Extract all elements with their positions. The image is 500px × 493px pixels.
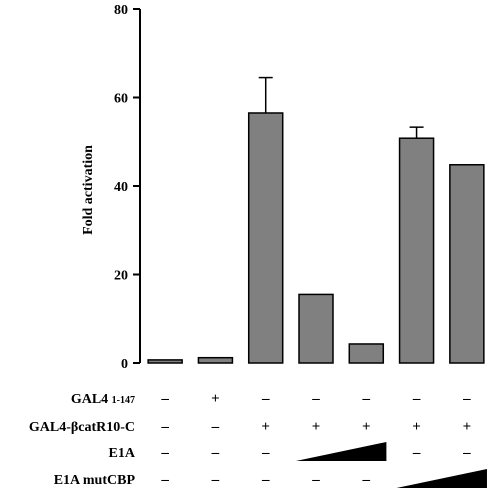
bar-2 [197, 356, 234, 364]
row-1-sign-7: – [462, 391, 471, 407]
row-label-3: E1A [109, 446, 136, 461]
dose-ramp-3 [295, 442, 387, 461]
bar-1 [147, 359, 183, 364]
row-4-sign-2: – [211, 472, 220, 488]
bar-6 [398, 137, 435, 364]
row-2-sign-7: + [463, 419, 472, 435]
y-tick-label: 40 [114, 180, 128, 195]
row-2-sign-6: + [412, 419, 421, 435]
error-bar-3 [258, 76, 273, 113]
bars [147, 112, 485, 364]
bar-5 [348, 343, 385, 364]
row-2-sign-5: + [362, 419, 371, 435]
row-1-sign-1: – [160, 391, 169, 407]
row-2-sign-3: + [261, 419, 270, 435]
row-4-sign-5: – [362, 472, 371, 488]
row-3-sign-3: – [261, 445, 270, 461]
y-tick-label: 60 [114, 92, 128, 107]
row-4-sign-3: – [261, 472, 270, 488]
dose-ramp-4 [396, 469, 487, 488]
error-bar-6 [409, 126, 424, 139]
row-1-sign-5: – [362, 391, 371, 407]
row-3-sign-7: – [462, 445, 471, 461]
row-4-sign-1: – [160, 472, 169, 488]
y-tick-label: 80 [114, 3, 128, 18]
condition-table: GAL4 1-147 – + – – – – – GAL4-βcatR10-C – – + + + + + E1… [29, 391, 487, 488]
row-2-sign-1: – [160, 419, 169, 435]
row-label-1: GAL4 1-147 [71, 392, 135, 407]
row-4-sign-4: – [311, 472, 320, 488]
y-axis-label: Fold activation [81, 145, 96, 235]
bar-3 [247, 112, 284, 364]
bar-4 [298, 293, 334, 364]
row-label-2: GAL4-βcatR10-C [29, 420, 135, 435]
y-tick-label: 0 [121, 357, 128, 372]
y-axis: 0 20 40 60 80 [114, 3, 141, 372]
row-2-sign-4: + [312, 419, 321, 435]
row-1-sign-2: + [211, 391, 220, 407]
row-1-sign-6: – [412, 391, 421, 407]
y-tick-label: 20 [114, 269, 128, 284]
bar-7 [449, 164, 485, 364]
error-bars [258, 76, 424, 139]
row-1-sign-3: – [261, 391, 270, 407]
row-label-4: E1A mutCBP [54, 473, 136, 488]
row-2-sign-2: – [211, 419, 220, 435]
row-3-sign-2: – [211, 445, 220, 461]
row-3-sign-1: – [160, 445, 169, 461]
row-3-sign-6: – [412, 445, 421, 461]
row-1-sign-4: – [311, 391, 320, 407]
